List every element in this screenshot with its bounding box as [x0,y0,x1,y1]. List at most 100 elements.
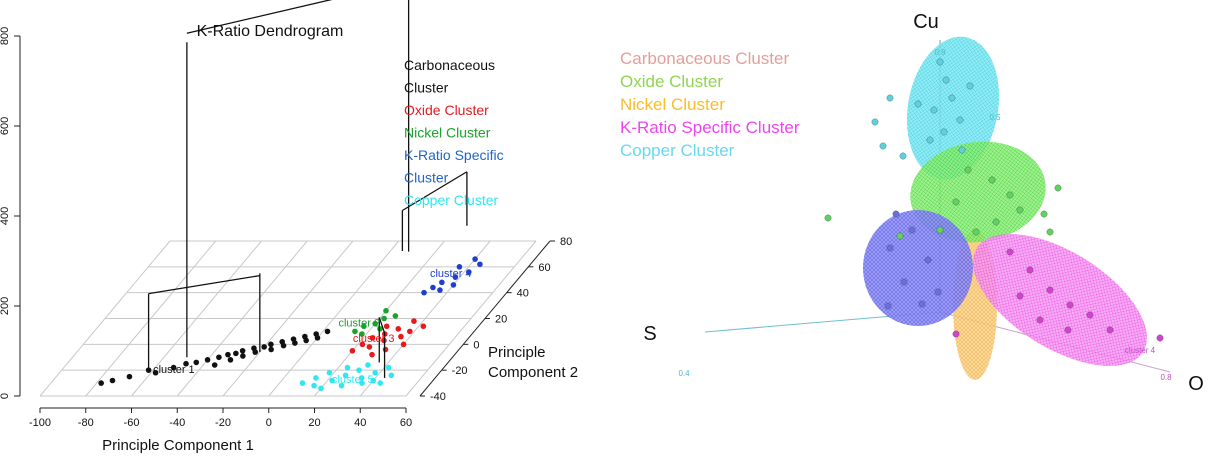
data-point [420,323,427,330]
data-point [369,351,375,358]
x-tick-label: -60 [124,417,140,429]
data-point [477,261,483,268]
data-point [924,256,932,264]
data-point [1006,248,1014,256]
s-axis-label: S [643,323,656,345]
data-point [918,300,926,308]
legend-entry: Copper Cluster [404,192,498,208]
x-tick-label: -20 [215,417,231,429]
data-point [344,364,351,371]
legend-entry: Carbonaceous Cluster [620,49,789,68]
data-point [395,326,402,332]
data-point [400,341,407,348]
data-point [1106,326,1114,334]
cluster-label: cluster 4 [430,268,472,280]
data-point [385,364,392,371]
data-point [948,94,956,102]
y-tick-label: 0 [473,339,479,351]
data-point [252,349,259,355]
data-point [204,357,211,363]
data-point [359,380,365,386]
o-tick-label: 0.8 [1160,373,1172,382]
data-point [268,346,274,353]
data-point [366,344,373,350]
z-tick-label: 400 [0,207,11,225]
legend-entry: Oxide Cluster [620,72,723,91]
y-tick-label: 80 [560,236,572,248]
data-point [126,373,133,380]
data-point [952,330,960,338]
data-point [324,328,331,335]
data-point [1066,301,1074,309]
legend: Carbonaceous Cluster Oxide Cluster Nickel … [620,49,800,160]
data-point [952,198,960,206]
legend-entry: K-Ratio Specific [404,147,504,163]
data-point [988,176,996,184]
data-point [437,287,443,293]
cu-axis-label: Cu [913,11,939,33]
data-point [1040,210,1048,218]
data-point [398,333,404,340]
data-point [359,331,365,337]
y-tick-labels: -40 -20 0 20 40 60 80 [420,236,572,403]
data-point [914,100,922,108]
cluster-label: cluster 5 [332,374,374,386]
dendrogram-link [402,171,468,212]
data-point [472,256,478,262]
z-tick-label: 600 [0,117,11,135]
data-point [439,279,445,286]
s-tick-label: 0.4 [678,369,690,378]
data-point [381,315,387,322]
data-point [884,302,892,310]
data-point [1016,206,1024,214]
data-point [871,118,879,126]
legend-entry: Nickel Cluster [404,125,491,141]
z-tick-label: 0 [0,393,11,399]
data-point [407,328,413,335]
legend: Carbonaceous Cluster Oxide Cluster Nickel C… [404,57,504,208]
x-tick-label: 20 [308,417,320,429]
data-point [908,226,916,234]
legend-entry: Carbonaceous [404,57,495,73]
x-tick-label: 0 [266,417,272,429]
data-point [392,313,399,319]
data-point [98,380,104,386]
legend-entry: Oxide Cluster [404,102,489,118]
grid [39,240,537,397]
data-point [942,76,950,84]
data-point [466,269,472,275]
legend-entry: Nickel Cluster [620,95,725,114]
z-tick-labels: 0 200 400 600 800 [0,27,20,399]
data-point [311,382,317,389]
cluster-label: cluster 3 [353,333,395,345]
data-point [377,326,383,332]
cu-mid-tick-label: 0.5 [989,113,1001,122]
data-point [183,360,189,367]
data-point [421,289,427,296]
data-point [383,323,390,330]
data-point [972,228,980,236]
legend-entry: Copper Cluster [620,141,735,160]
data-point [452,274,459,280]
y-tick-label: -20 [452,365,468,377]
cluster-labels: cluster 1 cluster 4 cluster 2 cluster 3 clus… [153,268,471,386]
dendrogram-link [186,0,333,34]
data-point [388,372,395,379]
data-point [326,369,333,376]
data-point [352,328,358,335]
z-tick-label: 800 [0,27,11,45]
data-point [227,357,234,363]
data-point [936,226,944,234]
right-chart: Carbonaceous Cluster Oxide Cluster Nickel … [620,11,1204,395]
blue-ellipsoid [863,210,973,326]
y-tick-label: 20 [495,314,507,326]
data-point [109,377,116,384]
data-point [879,142,887,150]
x-tick-label: 60 [400,417,412,429]
data-point [349,347,356,354]
data-point [369,335,376,341]
x-tick-labels: -100 -80 -60 -40 -20 0 20 40 60 [29,408,412,429]
data-point [365,362,371,368]
data-point [280,342,287,349]
